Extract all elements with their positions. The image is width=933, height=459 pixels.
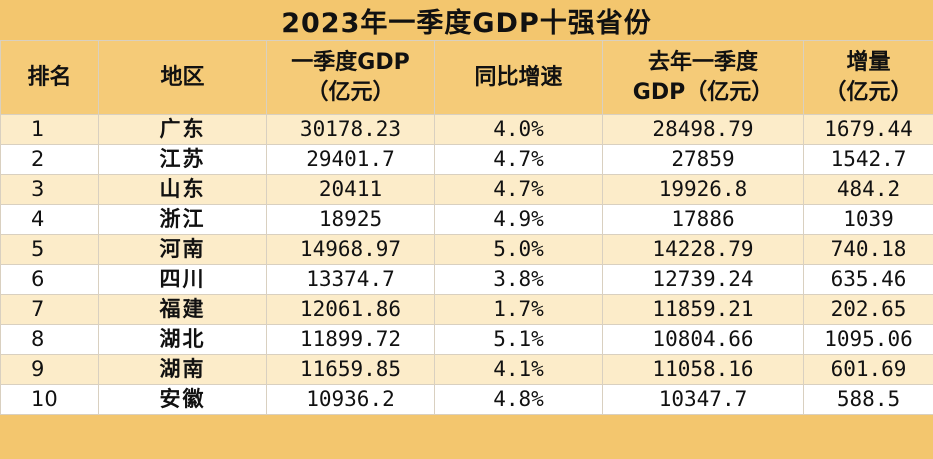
- growth-cell: 3.8%: [434, 264, 603, 295]
- region-cell: 广东: [98, 114, 267, 145]
- rank-cell: 4: [0, 204, 99, 235]
- header-inc-line1: 增量: [846, 49, 891, 75]
- growth-cell: 1.7%: [434, 294, 603, 325]
- prev-gdp-cell: 27859: [602, 144, 804, 175]
- header-prev-line1: 去年一季度: [647, 49, 758, 75]
- prev-gdp-cell: 10804.66: [602, 324, 804, 355]
- growth-cell: 5.1%: [434, 324, 603, 355]
- region-cell: 福建: [98, 294, 267, 325]
- region-cell: 四川: [98, 264, 267, 295]
- table-row: 8 湖北 11899.72 5.1% 10804.66 1095.06: [0, 324, 933, 355]
- increase-cell: 635.46: [803, 264, 933, 295]
- growth-cell: 4.7%: [434, 174, 603, 205]
- table-row: 10 安徽 10936.2 4.8% 10347.7 588.5: [0, 384, 933, 415]
- rank-cell: 1: [0, 114, 99, 145]
- growth-cell: 4.0%: [434, 114, 603, 145]
- table-row: 3 山东 20411 4.7% 19926.8 484.2: [0, 174, 933, 205]
- gdp-cell: 18925: [266, 204, 435, 235]
- table-row: 9 湖南 11659.85 4.1% 11058.16 601.69: [0, 354, 933, 385]
- prev-gdp-cell: 17886: [602, 204, 804, 235]
- table-row: 6 四川 13374.7 3.8% 12739.24 635.46: [0, 264, 933, 295]
- rank-cell: 3: [0, 174, 99, 205]
- gdp-cell: 13374.7: [266, 264, 435, 295]
- header-gdp-line1: 一季度GDP: [291, 49, 410, 75]
- gdp-cell: 11899.72: [266, 324, 435, 355]
- growth-cell: 4.7%: [434, 144, 603, 175]
- increase-cell: 1542.7: [803, 144, 933, 175]
- prev-gdp-cell: 11859.21: [602, 294, 804, 325]
- table-title: 2023年一季度GDP十强省份: [0, 0, 933, 40]
- prev-gdp-cell: 19926.8: [602, 174, 804, 205]
- region-cell: 湖北: [98, 324, 267, 355]
- gdp-table: 排名 地区 一季度GDP （亿元） 同比增速 去年一季度 GDP（亿元） 增量 …: [0, 40, 933, 415]
- growth-cell: 4.1%: [434, 354, 603, 385]
- prev-gdp-cell: 12739.24: [602, 264, 804, 295]
- growth-cell: 4.9%: [434, 204, 603, 235]
- gdp-cell: 12061.86: [266, 294, 435, 325]
- increase-cell: 202.65: [803, 294, 933, 325]
- table-row: 7 福建 12061.86 1.7% 11859.21 202.65: [0, 294, 933, 325]
- table-row: 5 河南 14968.97 5.0% 14228.79 740.18: [0, 234, 933, 265]
- gdp-cell: 10936.2: [266, 384, 435, 415]
- rank-cell: 8: [0, 324, 99, 355]
- header-gdp: 一季度GDP （亿元）: [266, 40, 435, 115]
- header-gdp-line2: （亿元）: [306, 79, 395, 105]
- header-inc-line2: （亿元）: [824, 79, 913, 105]
- prev-gdp-cell: 10347.7: [602, 384, 804, 415]
- table-body: 1 广东 30178.23 4.0% 28498.79 1679.44 2 江苏 29401.7…: [0, 114, 933, 415]
- region-cell: 安徽: [98, 384, 267, 415]
- increase-cell: 1039: [803, 204, 933, 235]
- increase-cell: 740.18: [803, 234, 933, 265]
- increase-cell: 1095.06: [803, 324, 933, 355]
- rank-cell: 5: [0, 234, 99, 265]
- header-prev-gdp: 去年一季度 GDP（亿元）: [602, 40, 804, 115]
- region-cell: 山东: [98, 174, 267, 205]
- header-growth: 同比增速: [434, 40, 603, 115]
- growth-cell: 5.0%: [434, 234, 603, 265]
- gdp-cell: 29401.7: [266, 144, 435, 175]
- gdp-cell: 11659.85: [266, 354, 435, 385]
- increase-cell: 1679.44: [803, 114, 933, 145]
- increase-cell: 484.2: [803, 174, 933, 205]
- rank-cell: 6: [0, 264, 99, 295]
- increase-cell: 601.69: [803, 354, 933, 385]
- rank-cell: 7: [0, 294, 99, 325]
- prev-gdp-cell: 14228.79: [602, 234, 804, 265]
- gdp-cell: 20411: [266, 174, 435, 205]
- region-cell: 湖南: [98, 354, 267, 385]
- table-row: 2 江苏 29401.7 4.7% 27859 1542.7: [0, 144, 933, 175]
- prev-gdp-cell: 11058.16: [602, 354, 804, 385]
- growth-cell: 4.8%: [434, 384, 603, 415]
- region-cell: 浙江: [98, 204, 267, 235]
- header-region: 地区: [98, 40, 267, 115]
- increase-cell: 588.5: [803, 384, 933, 415]
- prev-gdp-cell: 28498.79: [602, 114, 804, 145]
- table-row: 4 浙江 18925 4.9% 17886 1039: [0, 204, 933, 235]
- table-row: 1 广东 30178.23 4.0% 28498.79 1679.44: [0, 114, 933, 145]
- gdp-cell: 14968.97: [266, 234, 435, 265]
- header-increase: 增量 （亿元）: [803, 40, 933, 115]
- region-cell: 江苏: [98, 144, 267, 175]
- header-row: 排名 地区 一季度GDP （亿元） 同比增速 去年一季度 GDP（亿元） 增量 …: [0, 40, 933, 115]
- rank-cell: 2: [0, 144, 99, 175]
- gdp-cell: 30178.23: [266, 114, 435, 145]
- region-cell: 河南: [98, 234, 267, 265]
- header-rank: 排名: [0, 40, 99, 115]
- rank-cell: 9: [0, 354, 99, 385]
- rank-cell: 10: [0, 384, 99, 415]
- header-prev-line2: GDP（亿元）: [632, 79, 774, 105]
